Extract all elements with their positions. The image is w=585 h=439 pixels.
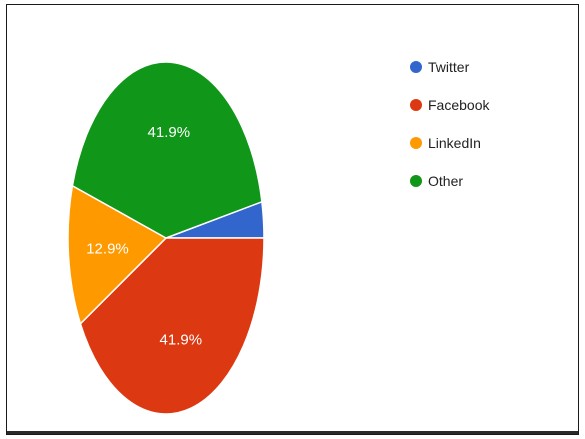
slice-label-facebook: 41.9% (160, 332, 203, 349)
pie-slices (67, 61, 265, 415)
slice-label-other: 41.9% (148, 124, 191, 141)
slice-label-linkedin: 12.9% (86, 240, 129, 257)
legend-swatch-other (410, 175, 422, 187)
legend-item-twitter[interactable]: Twitter (410, 58, 489, 76)
pie-slice-linkedin[interactable] (67, 184, 168, 326)
legend-swatch-linkedin (410, 137, 422, 149)
pie-slice-facebook[interactable] (79, 237, 265, 415)
legend: Twitter Facebook LinkedIn Other (410, 58, 489, 210)
pie-slice-other[interactable] (71, 61, 263, 239)
legend-item-linkedin[interactable]: LinkedIn (410, 134, 489, 152)
legend-item-facebook[interactable]: Facebook (410, 96, 489, 114)
legend-label-linkedin: LinkedIn (428, 135, 481, 151)
pie-slice-labels: 41.9% 12.9% 41.9% (86, 124, 202, 349)
legend-label-other: Other (428, 173, 464, 189)
legend-label-twitter: Twitter (428, 59, 470, 75)
legend-swatch-twitter (410, 61, 422, 73)
legend-item-other[interactable]: Other (410, 172, 489, 190)
legend-label-facebook: Facebook (428, 97, 490, 113)
legend-swatch-facebook (410, 99, 422, 111)
